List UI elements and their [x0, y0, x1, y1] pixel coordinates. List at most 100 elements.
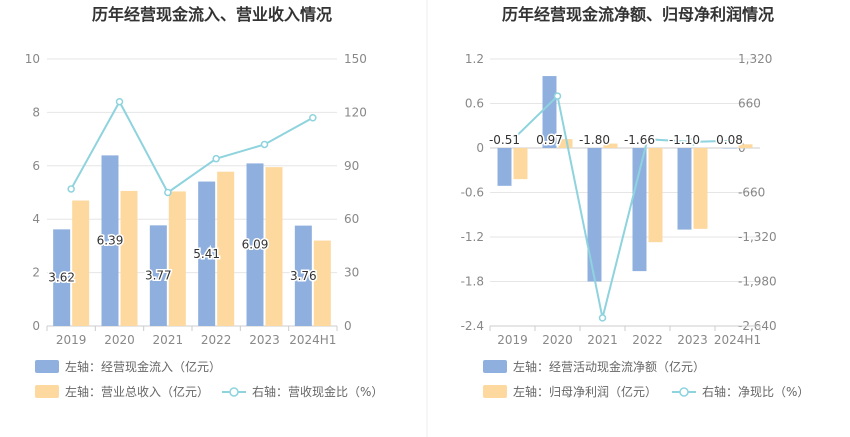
line-point	[688, 138, 697, 146]
legend-label: 右轴：营收现金比（%）	[252, 384, 383, 399]
bar-secondary	[120, 190, 138, 326]
data-label: -1.10	[669, 133, 700, 147]
x-tick-label: 2020	[542, 333, 573, 347]
y-right-tick-label: 60	[344, 212, 359, 226]
bar-secondary	[603, 143, 618, 148]
y-right-tick-label: -1,980	[738, 275, 777, 289]
x-tick-label: 2024H1	[289, 333, 336, 347]
y-right-tick-label: 660	[738, 97, 761, 111]
line-point	[643, 135, 652, 143]
series-line	[511, 94, 738, 319]
y-left-tick-label: 4	[32, 212, 40, 226]
legend-swatch	[35, 360, 59, 373]
bar-primary	[587, 148, 602, 282]
line-point	[260, 140, 269, 149]
x-tick-label: 2023	[677, 333, 708, 347]
bar-primary	[101, 155, 119, 326]
legend-label: 左轴：营业总收入（亿元）	[65, 384, 209, 399]
data-label: 3.62	[48, 271, 75, 285]
line-point	[115, 97, 124, 106]
line-point	[309, 113, 317, 122]
line-point	[508, 136, 517, 144]
line-point	[553, 92, 562, 100]
legend-label: 右轴：净现比（%）	[702, 384, 809, 399]
legend-swatch-marker	[679, 387, 689, 397]
legend-swatch	[483, 385, 507, 398]
y-left-tick-label: -1.8	[461, 275, 484, 289]
bar-primary	[246, 163, 264, 326]
data-label: -1.80	[579, 133, 610, 147]
x-tick-label: 2023	[249, 333, 280, 347]
y-right-tick-label: -1,320	[738, 230, 777, 244]
y-right-tick-label: 150	[344, 52, 367, 66]
legend-swatch-marker	[229, 387, 239, 397]
line-point	[67, 185, 75, 193]
bar-secondary	[558, 139, 573, 148]
y-left-tick-label: 0	[32, 319, 40, 333]
x-tick-label: 2024H1	[714, 333, 761, 347]
line-point	[733, 136, 742, 145]
y-left-tick-label: 1.2	[465, 52, 484, 66]
bar-secondary	[313, 240, 331, 326]
y-left-tick-label: 0	[476, 141, 484, 155]
y-right-tick-label: -660	[738, 186, 765, 200]
y-right-tick-label: 1,320	[738, 52, 772, 66]
chart-cashflow-netprofit: 历年经营现金流净额、归母净利润情况1.21,3200.666000-0.6-66…	[461, 5, 810, 399]
x-tick-label: 2022	[201, 333, 232, 347]
bar-secondary	[72, 200, 90, 326]
legend-label: 左轴：经营现金流入（亿元）	[65, 359, 221, 374]
data-label: -1.66	[624, 133, 655, 147]
legend-swatch	[483, 360, 507, 373]
legend-label: 左轴：经营活动现金流净额（亿元）	[513, 359, 705, 374]
line-point	[164, 188, 172, 197]
x-tick-label: 2022	[632, 333, 663, 347]
data-label: 5.41	[193, 247, 220, 261]
y-right-tick-label: 120	[344, 105, 367, 119]
x-tick-label: 2019	[56, 333, 87, 347]
bar-primary	[722, 148, 737, 149]
bar-secondary	[168, 191, 186, 326]
line-point	[212, 154, 220, 163]
bar-secondary	[217, 171, 235, 326]
chart-title: 历年经营现金流净额、归母净利润情况	[502, 5, 774, 24]
y-left-tick-label: 10	[25, 52, 40, 66]
y-left-tick-label: -2.4	[461, 319, 484, 333]
data-label: 6.09	[242, 238, 269, 252]
data-label: 0.97	[536, 133, 563, 147]
bar-primary	[677, 148, 692, 230]
chart-title: 历年经营现金流入、营业收入情况	[92, 5, 332, 24]
y-left-tick-label: 2	[32, 266, 40, 280]
bar-primary	[53, 229, 71, 326]
bar-primary	[198, 181, 216, 326]
bar-primary	[542, 76, 557, 148]
bar-primary	[294, 225, 312, 326]
bar-primary	[149, 225, 167, 326]
bar-secondary	[693, 148, 708, 229]
data-label: 3.77	[145, 269, 172, 283]
y-right-tick-label: 90	[344, 159, 359, 173]
bar-primary	[497, 148, 512, 186]
y-left-tick-label: 6	[32, 159, 40, 173]
x-tick-label: 2020	[104, 333, 135, 347]
data-label: 6.39	[97, 234, 124, 248]
legend-label: 左轴：归母净利润（亿元）	[513, 384, 657, 399]
legend-swatch	[35, 385, 59, 398]
y-left-tick-label: -1.2	[461, 230, 484, 244]
x-tick-label: 2021	[153, 333, 184, 347]
line-point	[598, 314, 607, 322]
y-left-tick-label: 8	[32, 105, 40, 119]
x-tick-label: 2019	[497, 333, 528, 347]
bar-secondary	[648, 148, 663, 243]
data-label: 3.76	[290, 269, 317, 283]
series-line	[70, 99, 314, 194]
bar-secondary	[265, 167, 283, 326]
y-right-tick-label: 0	[344, 319, 352, 333]
data-label: -0.51	[489, 133, 520, 147]
chart-cash-inflow-revenue: 历年经营现金流入、营业收入情况 10 150 8 120 6 90 4 60 2 30 0 0 2019 2…	[25, 5, 384, 399]
bar-primary	[632, 148, 647, 272]
y-left-tick-label: -0.6	[461, 186, 484, 200]
bar-secondary	[513, 148, 528, 180]
y-left-tick-label: 0.6	[465, 97, 484, 111]
x-tick-label: 2021	[587, 333, 618, 347]
